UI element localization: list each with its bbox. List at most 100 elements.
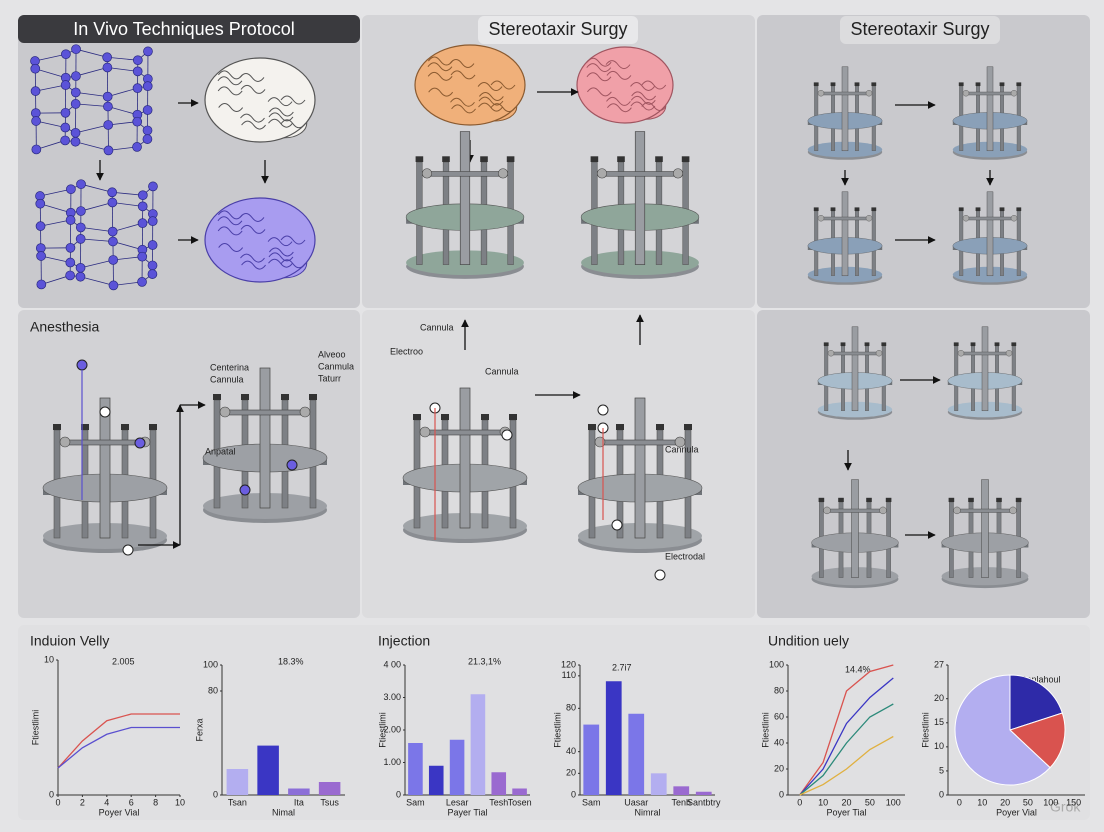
marker-dot <box>239 484 251 496</box>
network-node <box>137 218 148 228</box>
line-series <box>57 726 180 769</box>
gyrus <box>586 63 612 73</box>
network-edge <box>41 275 71 285</box>
bar <box>288 788 310 795</box>
frame-cap <box>506 156 515 162</box>
network-node <box>102 62 113 73</box>
gyrus <box>280 235 306 245</box>
callout-label: Cannula <box>210 374 244 384</box>
stereotaxic-frame <box>952 66 1028 160</box>
x-axis-label: Poyer Vial <box>99 807 140 817</box>
gyrus <box>607 103 632 113</box>
gyrus <box>478 102 503 112</box>
network-node <box>143 46 153 57</box>
network-node <box>65 215 76 225</box>
y-tick-label: 80 <box>774 685 784 695</box>
network-node <box>30 86 41 96</box>
y-tick-label: 3.00 <box>383 692 401 702</box>
frame-cap <box>996 497 1002 502</box>
frame-arm <box>965 91 1015 96</box>
brain <box>204 197 316 283</box>
gyrus <box>218 210 243 220</box>
bar <box>628 713 645 795</box>
frame-arm <box>820 91 870 96</box>
frame-cap <box>953 342 959 346</box>
network-edge <box>35 84 66 92</box>
frame-cap <box>813 82 819 86</box>
callout-label: Cannula <box>485 366 519 376</box>
frame-cap <box>975 207 981 211</box>
frame-knob <box>879 506 887 515</box>
line-series <box>799 664 894 796</box>
frame-rod <box>459 131 471 265</box>
network-node <box>71 71 81 81</box>
gyrus <box>217 226 243 236</box>
network-edge <box>80 202 113 212</box>
gyrus <box>490 103 516 113</box>
network-node <box>137 190 148 201</box>
network-node <box>31 144 42 155</box>
network-node <box>147 260 158 271</box>
frame-cap <box>616 424 624 430</box>
gyrus <box>218 243 244 253</box>
frame-cap <box>840 342 846 346</box>
gyrus <box>450 97 475 107</box>
frame-knob <box>674 436 686 448</box>
frame-cap <box>149 424 157 430</box>
network-node <box>147 216 158 226</box>
panel-title: Stereotaxir Surgy <box>850 19 989 39</box>
y-tick-label: 120 <box>561 659 576 669</box>
chart-title: Induion Velly <box>30 633 109 649</box>
network-edge <box>40 255 71 263</box>
frame-cap <box>970 342 976 346</box>
network-node <box>60 80 71 90</box>
x-tick-label: 20 <box>1000 797 1010 807</box>
network-edge <box>112 191 143 196</box>
bar <box>491 772 507 795</box>
frame-knob <box>953 506 961 515</box>
network-node <box>132 83 143 93</box>
network-node <box>108 280 119 291</box>
brain <box>414 44 526 126</box>
callout-label: Anpatal <box>205 446 236 456</box>
frame-cap <box>854 207 860 211</box>
y-axis-label: Ftiestlimi <box>760 712 770 748</box>
gyrus <box>427 62 453 72</box>
gyrus <box>280 119 306 129</box>
stereotaxic-frame <box>811 479 899 589</box>
x-tick-label: Sam <box>582 797 601 807</box>
stereotaxic-frame <box>580 131 700 279</box>
gyrus <box>241 260 266 270</box>
gyrus <box>641 80 667 90</box>
gyrus <box>217 76 243 86</box>
frame-knob <box>1009 506 1017 515</box>
frame-cap <box>415 156 424 162</box>
frame-arm <box>424 429 506 436</box>
frame-arm <box>830 351 880 356</box>
x-tick-label: Uasar <box>624 797 648 807</box>
gyrus <box>586 72 612 82</box>
y-tick-label: 100 <box>769 659 784 669</box>
frame-cap <box>590 156 599 162</box>
callout-label: Cannula <box>420 322 454 332</box>
frame-cap <box>854 82 860 86</box>
gyrus <box>630 95 656 105</box>
gyrus <box>631 91 657 101</box>
frame-knob <box>421 168 433 179</box>
frame-arm <box>965 216 1015 221</box>
network-node <box>75 234 86 244</box>
y-tick-label: 5 <box>939 765 944 775</box>
frame-cap <box>213 394 221 400</box>
frame-cap <box>871 82 877 86</box>
network-node <box>132 142 142 152</box>
bar <box>226 769 249 795</box>
network-edge <box>34 53 66 62</box>
frame-cap <box>830 207 836 211</box>
gyrus <box>267 237 293 247</box>
gyrus <box>239 212 265 222</box>
gyrus <box>630 81 655 91</box>
network-node <box>108 236 118 247</box>
marker-dot <box>611 519 623 531</box>
network-node <box>65 270 75 281</box>
y-tick-label: 0 <box>571 789 576 799</box>
